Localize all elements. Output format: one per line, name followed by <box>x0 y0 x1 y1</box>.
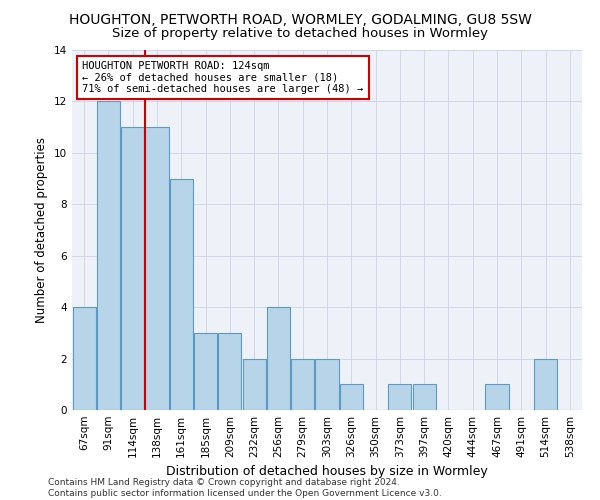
Text: HOUGHTON, PETWORTH ROAD, WORMLEY, GODALMING, GU8 5SW: HOUGHTON, PETWORTH ROAD, WORMLEY, GODALM… <box>68 12 532 26</box>
Bar <box>340 384 363 410</box>
Bar <box>121 127 144 410</box>
Bar <box>291 358 314 410</box>
Y-axis label: Number of detached properties: Number of detached properties <box>35 137 49 323</box>
Bar <box>73 307 95 410</box>
Bar <box>316 358 338 410</box>
Text: Contains HM Land Registry data © Crown copyright and database right 2024.
Contai: Contains HM Land Registry data © Crown c… <box>48 478 442 498</box>
Text: HOUGHTON PETWORTH ROAD: 124sqm
← 26% of detached houses are smaller (18)
71% of : HOUGHTON PETWORTH ROAD: 124sqm ← 26% of … <box>82 61 364 94</box>
Bar <box>485 384 509 410</box>
Bar <box>413 384 436 410</box>
X-axis label: Distribution of detached houses by size in Wormley: Distribution of detached houses by size … <box>166 466 488 478</box>
Bar <box>267 307 290 410</box>
Bar <box>97 102 120 410</box>
Bar <box>218 333 241 410</box>
Bar <box>534 358 557 410</box>
Text: Size of property relative to detached houses in Wormley: Size of property relative to detached ho… <box>112 28 488 40</box>
Bar <box>145 127 169 410</box>
Bar <box>194 333 217 410</box>
Bar <box>242 358 266 410</box>
Bar <box>388 384 412 410</box>
Bar <box>170 178 193 410</box>
